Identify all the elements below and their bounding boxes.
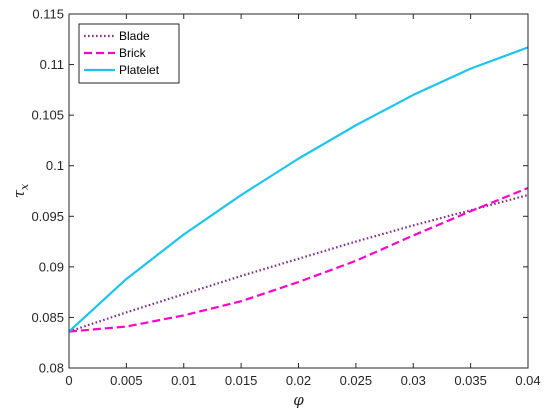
x-axis-label: φ xyxy=(293,391,304,409)
legend-label-blade: Blade xyxy=(119,29,150,43)
x-tick-label: 0.025 xyxy=(340,373,373,388)
x-axis-ticks: 0 0.005 0.01 0.015 0.02 0.025 0.03 0.035 0.04 xyxy=(65,14,541,388)
x-tick-label: 0 xyxy=(65,373,72,388)
y-axis-label-subscript: x xyxy=(18,183,31,190)
y-axis-label: τx xyxy=(10,183,31,198)
legend-label-brick: Brick xyxy=(119,46,147,60)
y-tick-label: 0.105 xyxy=(31,108,64,123)
y-axis-label-main: τ xyxy=(10,189,28,198)
y-tick-label: 0.1 xyxy=(46,158,64,173)
legend-label-platelet: Platelet xyxy=(119,63,160,77)
y-tick-label: 0.115 xyxy=(32,7,64,22)
x-tick-label: 0.03 xyxy=(401,373,426,388)
y-tick-label: 0.085 xyxy=(31,310,64,325)
series-line-blade xyxy=(68,193,529,333)
y-tick-label: 0.08 xyxy=(39,361,64,376)
series-line-platelet xyxy=(68,46,529,333)
x-tick-label: 0.02 xyxy=(286,373,311,388)
legend-box xyxy=(78,23,180,84)
series-layer xyxy=(68,46,529,333)
x-tick-label: 0.035 xyxy=(454,373,487,388)
x-tick-label: 0.01 xyxy=(171,373,196,388)
legend: Blade Brick Platelet xyxy=(78,23,180,84)
y-tick-label: 0.095 xyxy=(31,209,64,224)
x-tick-label: 0.04 xyxy=(515,373,540,388)
y-tick-label: 0.11 xyxy=(40,57,64,72)
y-tick-label: 0.09 xyxy=(39,259,64,274)
series-line-brick xyxy=(68,186,529,333)
x-tick-label: 0.005 xyxy=(110,373,143,388)
y-axis-ticks: 0.08 0.085 0.09 0.095 0.1 0.105 0.11 0.115 xyxy=(31,7,528,376)
x-tick-label: 0.015 xyxy=(225,373,258,388)
